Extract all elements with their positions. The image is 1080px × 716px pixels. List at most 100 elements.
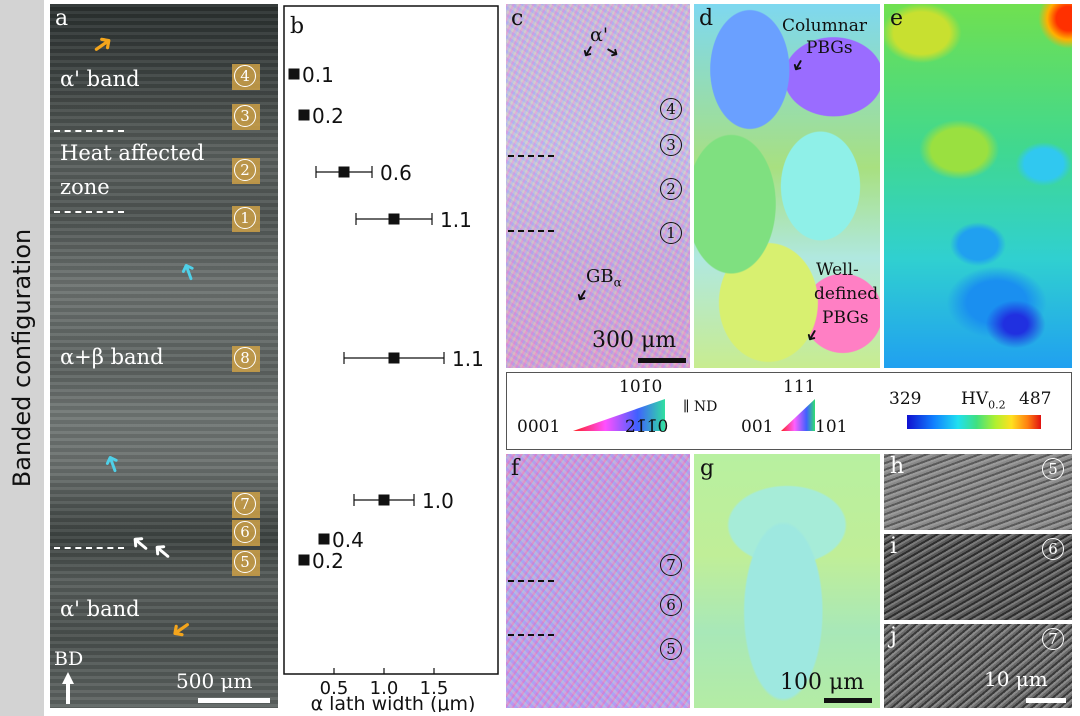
- panel-j-sem: j 7 10 μm: [884, 624, 1072, 708]
- band-boundary-line: [54, 211, 124, 213]
- pbgs-annotation: PBGs: [806, 38, 853, 58]
- region-marker: 1: [660, 222, 682, 244]
- alpha-beta-band-label: α+β band: [60, 345, 164, 369]
- data-label: 0.2: [312, 549, 344, 573]
- region-marker: 6: [232, 520, 260, 546]
- panel-f-ebsd-map: f 7 6 5: [506, 454, 690, 708]
- data-label: 1.1: [440, 208, 472, 232]
- columnar-annotation: Columnar: [782, 16, 867, 36]
- band-boundary-line: [54, 130, 124, 132]
- panel-h-sem: h 5: [884, 454, 1072, 530]
- data-label: 1.1: [452, 347, 484, 371]
- data-label: 0.6: [380, 161, 412, 185]
- alpha-prime-annotation: α': [590, 24, 609, 46]
- panel-a-scale-text: 500 μm: [176, 669, 253, 693]
- side-label-bar: [0, 0, 44, 716]
- panel-b-chart: 0.5 1.0 1.5 α lath width (μm) 0.1 0.2 0.6 1.1 1.…: [282, 4, 500, 715]
- x-tick-label: 0.5: [320, 678, 349, 699]
- band-boundary-line: [54, 547, 124, 549]
- panel-e-letter: e: [890, 6, 904, 31]
- data-point: [318, 533, 330, 545]
- region-marker: 3: [660, 134, 682, 156]
- x-axis-label: α lath width (μm): [311, 693, 476, 712]
- hex-ipf-left-label: 0001: [517, 417, 561, 437]
- data-point: [388, 352, 400, 364]
- haz-label-2: zone: [60, 175, 110, 199]
- panel-a-micrograph: a ➜ α' band Heat affected zone ➜ α+β ban…: [50, 4, 278, 708]
- panel-g-scale-text: 100 μm: [780, 670, 865, 695]
- lath-width-chart: 0.5 1.0 1.5α lath width (μm) 0.1 0.2 0.6 1.1 1.…: [283, 5, 499, 715]
- orange-arrow-icon: ➜: [163, 610, 199, 648]
- region-marker: 6: [1042, 538, 1064, 560]
- region-marker: 5: [1042, 458, 1064, 480]
- data-point: [338, 166, 350, 178]
- cyan-arrow-icon: ➜: [95, 449, 129, 479]
- panel-f-letter: f: [511, 456, 520, 481]
- panel-c-scale-text: 300 μm: [592, 328, 677, 353]
- panel-j-scale-text: 10 μm: [984, 667, 1048, 691]
- panel-c-letter: c: [511, 6, 524, 31]
- cubic-ipf-triangle: [781, 399, 815, 431]
- region-marker: 6: [660, 594, 682, 616]
- panel-j-scale-bar: [1026, 698, 1066, 703]
- arrow-icon: ➜: [801, 324, 825, 347]
- data-point: [378, 494, 390, 506]
- pbgs2-annotation: PBGs: [822, 308, 869, 328]
- panel-i-sem: i 6: [884, 534, 1072, 620]
- hv-label: HV0.2: [961, 389, 1006, 412]
- panel-d-grain-map: d Columnar PBGs ➜ Well- defined PBGs ➜: [694, 4, 880, 368]
- panel-a-letter: a: [55, 6, 69, 31]
- arrow-icon: ➜: [787, 54, 811, 77]
- panel-g-scale-bar: [824, 698, 872, 703]
- band-boundary-line: [508, 155, 554, 157]
- panel-a-scale-bar: [198, 698, 270, 703]
- panel-g-letter: g: [700, 456, 715, 481]
- panel-e-hardness-map: e: [884, 4, 1072, 368]
- x-tick-label: 1.0: [370, 678, 399, 699]
- bd-arrow-icon: [62, 672, 74, 684]
- region-marker: 7: [1042, 628, 1064, 650]
- band-boundary-line: [508, 230, 554, 232]
- data-point: [298, 109, 310, 121]
- region-marker: 7: [660, 554, 682, 576]
- cubic-ipf-right-label: 101: [815, 417, 848, 437]
- orange-arrow-icon: ➜: [85, 26, 121, 64]
- data-point: [298, 554, 310, 566]
- hex-ipf-right-label: 21̄1̄0: [625, 417, 669, 437]
- data-point: [388, 213, 400, 225]
- alpha-prime-band-top-label: α' band: [60, 67, 140, 91]
- cubic-ipf-left-label: 001: [741, 417, 774, 437]
- hv-colorbar: [907, 415, 1041, 429]
- defined-annotation: defined: [814, 284, 879, 304]
- data-label: 0.2: [312, 104, 344, 128]
- hv-max-label: 487: [1019, 389, 1052, 409]
- panel-b-letter: b: [290, 14, 305, 39]
- band-boundary-line: [508, 634, 554, 636]
- cyan-arrow-icon: ➜: [171, 257, 205, 287]
- region-marker: 4: [232, 64, 260, 90]
- panel-c-ebsd-map: c α' ➜ ➜ GBα ➜ 4 3 2 1 300 μm: [506, 4, 690, 368]
- cubic-ipf-top-label: 111: [783, 377, 816, 397]
- panel-d-letter: d: [699, 6, 714, 31]
- chart-frame: [283, 5, 499, 675]
- region-marker: 2: [232, 158, 260, 184]
- legend-box: 101̄0 0001 21̄1̄0 ∥ ND 111 001 101 329 H…: [506, 372, 1072, 450]
- x-tick-label: 1.5: [420, 678, 449, 699]
- data-label: 0.1: [302, 63, 334, 87]
- bd-label: BD: [54, 648, 84, 670]
- panel-j-letter: j: [890, 624, 897, 649]
- hv-min-label: 329: [889, 389, 922, 409]
- region-marker: 3: [232, 104, 260, 130]
- haz-label: Heat affected: [60, 141, 205, 165]
- data-label: 1.0: [422, 489, 454, 513]
- hex-ipf-top-label: 101̄0: [619, 377, 663, 397]
- alpha-prime-band-bottom-label: α' band: [60, 597, 140, 621]
- bd-arrow-shaft: [66, 682, 70, 704]
- region-marker: 4: [660, 98, 682, 120]
- side-label: Banded configuration: [8, 228, 36, 488]
- panel-i-letter: i: [890, 534, 898, 559]
- panel-c-scale-bar: [638, 358, 686, 363]
- region-marker: 1: [232, 206, 260, 232]
- panel-g-grain-map: g 100 μm: [694, 454, 880, 708]
- well-annotation: Well-: [816, 260, 859, 280]
